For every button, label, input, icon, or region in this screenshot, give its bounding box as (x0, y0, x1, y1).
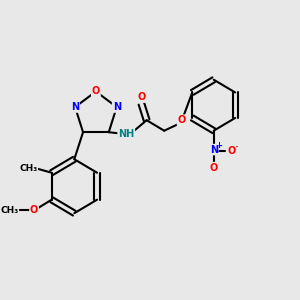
Text: -: - (235, 141, 238, 151)
Text: CH₃: CH₃ (19, 164, 38, 173)
Text: O: O (137, 92, 146, 102)
Text: O: O (178, 115, 186, 125)
Text: N: N (210, 145, 218, 154)
Text: +: + (215, 141, 223, 150)
Text: O: O (210, 163, 218, 172)
Text: N: N (71, 102, 79, 112)
Text: NH: NH (118, 129, 134, 139)
Text: O: O (30, 205, 38, 215)
Text: O: O (227, 146, 235, 156)
Text: CH₃: CH₃ (0, 206, 18, 215)
Text: O: O (92, 86, 100, 97)
Text: N: N (112, 102, 121, 112)
